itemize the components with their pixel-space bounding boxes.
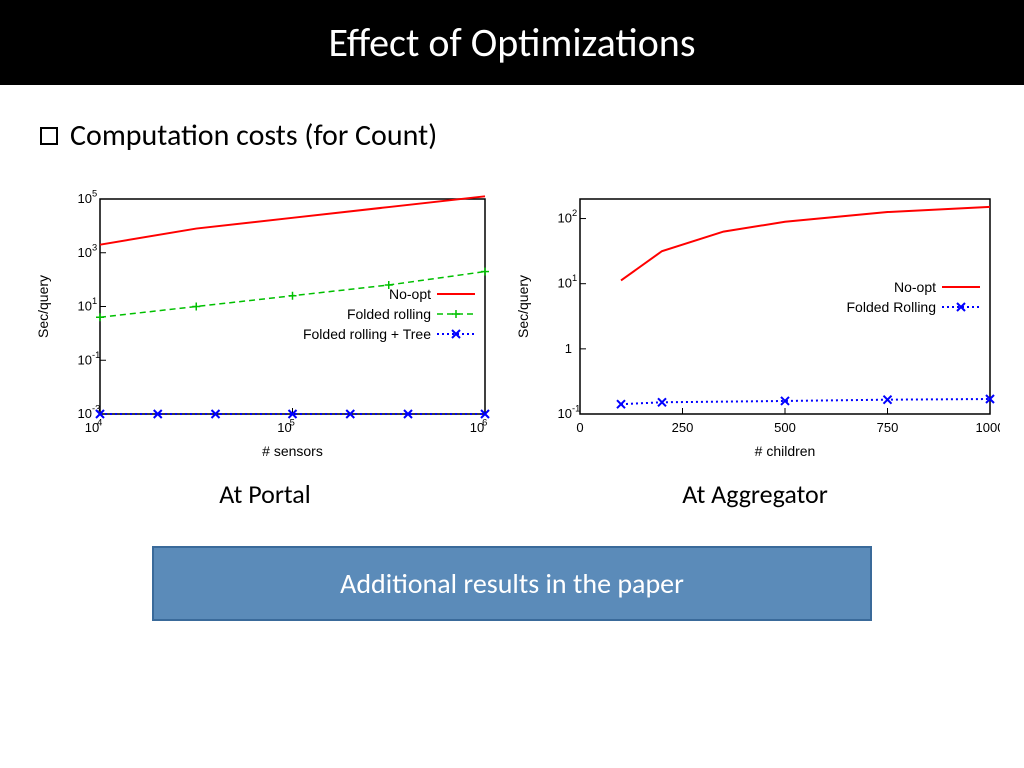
- svg-text:No-opt: No-opt: [389, 286, 431, 302]
- svg-text:# children: # children: [755, 443, 816, 459]
- chart-aggregator-caption: At Aggregator: [682, 478, 828, 510]
- svg-text:1: 1: [92, 296, 97, 306]
- svg-text:10: 10: [78, 299, 92, 314]
- svg-text:No-opt: No-opt: [894, 279, 936, 295]
- svg-text:10: 10: [558, 276, 572, 291]
- svg-text:5: 5: [92, 189, 97, 199]
- svg-text:-1: -1: [572, 404, 580, 414]
- svg-text:4: 4: [97, 418, 102, 428]
- footer-callout: Additional results in the paper: [152, 546, 872, 621]
- svg-text:6: 6: [482, 418, 487, 428]
- svg-text:Folded Rolling: Folded Rolling: [847, 299, 937, 315]
- svg-text:5: 5: [290, 418, 295, 428]
- svg-text:10: 10: [558, 211, 572, 226]
- svg-text:1: 1: [565, 341, 572, 356]
- bullet-square-icon: [40, 127, 58, 145]
- svg-text:Sec/query: Sec/query: [35, 275, 51, 338]
- svg-text:3: 3: [92, 242, 97, 252]
- svg-text:Sec/query: Sec/query: [515, 275, 531, 338]
- svg-text:10: 10: [78, 245, 92, 260]
- svg-text:Folded rolling + Tree: Folded rolling + Tree: [303, 326, 431, 342]
- svg-text:Folded rolling: Folded rolling: [347, 306, 431, 322]
- svg-text:0: 0: [576, 420, 583, 435]
- bullet-text: Computation costs (for Count): [70, 117, 437, 154]
- svg-text:2: 2: [572, 208, 577, 218]
- svg-text:750: 750: [877, 420, 899, 435]
- chart-aggregator-svg: 10-1110110202505007501000# childrenSec/q…: [510, 184, 1000, 464]
- chart-portal: 10-310-1101103105104105106# sensorsSec/q…: [30, 184, 500, 510]
- svg-text:500: 500: [774, 420, 796, 435]
- svg-text:# sensors: # sensors: [262, 443, 323, 459]
- footer-text: Additional results in the paper: [340, 566, 684, 601]
- svg-text:-1: -1: [92, 350, 100, 360]
- svg-text:1000: 1000: [976, 420, 1000, 435]
- svg-text:10: 10: [78, 191, 92, 206]
- svg-text:10: 10: [78, 352, 92, 367]
- chart-portal-caption: At Portal: [219, 478, 310, 510]
- chart-portal-svg: 10-310-1101103105104105106# sensorsSec/q…: [30, 184, 500, 464]
- svg-text:10: 10: [558, 406, 572, 421]
- slide-title: Effect of Optimizations: [0, 0, 1024, 85]
- svg-text:1: 1: [572, 273, 577, 283]
- bullet-item: Computation costs (for Count): [40, 117, 984, 154]
- chart-aggregator: 10-1110110202505007501000# childrenSec/q…: [510, 184, 1000, 510]
- charts-row: 10-310-1101103105104105106# sensorsSec/q…: [30, 184, 984, 510]
- svg-text:10: 10: [78, 406, 92, 421]
- svg-text:250: 250: [672, 420, 694, 435]
- slide-content: Computation costs (for Count) 10-310-110…: [0, 85, 1024, 621]
